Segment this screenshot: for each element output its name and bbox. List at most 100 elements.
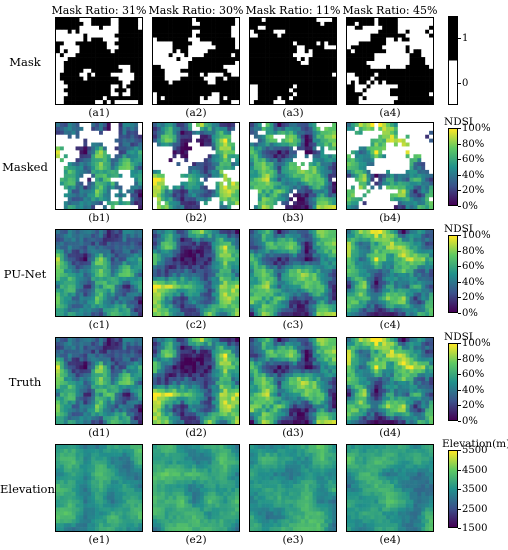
pixel — [374, 154, 379, 159]
pixel — [138, 169, 142, 175]
pixel — [261, 150, 266, 155]
pixel — [281, 84, 286, 89]
pixel — [347, 41, 352, 46]
pixel — [164, 177, 169, 182]
pixel — [118, 33, 123, 38]
pixel — [296, 92, 302, 97]
pixel — [176, 130, 181, 136]
pixel — [71, 245, 76, 250]
pixel — [261, 189, 266, 194]
pixel — [126, 269, 131, 274]
pixel — [425, 189, 430, 194]
pixel — [118, 53, 123, 58]
pixel — [393, 185, 399, 190]
pixel — [429, 21, 433, 27]
pixel — [366, 76, 371, 81]
pixel — [122, 29, 127, 34]
pixel — [59, 284, 65, 289]
pixel — [231, 249, 236, 254]
pixel — [180, 230, 185, 235]
pixel — [172, 292, 177, 297]
image-tile — [249, 17, 337, 105]
pixel — [417, 173, 422, 179]
pixel — [417, 41, 422, 46]
pixel — [63, 126, 69, 132]
pixel — [114, 284, 119, 289]
pixel — [138, 146, 142, 151]
pixel — [320, 18, 325, 23]
pixel — [91, 100, 96, 104]
pixel — [253, 181, 259, 186]
pixel — [184, 92, 189, 97]
pixel — [281, 154, 286, 159]
pixel — [188, 150, 193, 155]
pixel — [192, 197, 197, 202]
pixel — [253, 72, 259, 77]
pixel — [211, 185, 216, 190]
pixel — [164, 273, 169, 278]
pixel — [91, 80, 96, 85]
pixel — [300, 197, 306, 202]
pixel — [405, 138, 410, 143]
pixel — [235, 249, 239, 254]
pixel — [308, 197, 313, 202]
pixel — [138, 142, 142, 147]
pixel — [386, 88, 391, 93]
pixel — [269, 57, 274, 62]
pixel — [63, 37, 69, 42]
pixel — [63, 88, 69, 93]
pixel — [300, 21, 306, 27]
pixel — [293, 100, 298, 104]
pixel — [265, 61, 270, 66]
pixel — [114, 33, 119, 38]
pixel — [59, 76, 65, 81]
pixel — [160, 68, 166, 74]
pixel — [134, 150, 139, 155]
pixel — [130, 100, 135, 104]
pixel — [91, 253, 96, 258]
pixel — [382, 92, 387, 97]
pixel — [304, 177, 309, 182]
pixel — [265, 249, 270, 254]
pixel — [235, 33, 239, 38]
pixel — [390, 185, 395, 190]
pixel — [293, 88, 298, 93]
pixel — [316, 193, 321, 198]
pixel — [164, 146, 169, 151]
pixel — [370, 169, 375, 175]
pixel — [374, 53, 379, 58]
pixel — [219, 150, 224, 155]
pixel — [56, 158, 61, 163]
pixel — [134, 154, 139, 159]
pixel — [312, 241, 317, 246]
image-tile — [249, 229, 337, 317]
pixel — [91, 92, 96, 97]
pixel — [188, 45, 193, 50]
pixel — [320, 49, 325, 54]
pixel — [211, 169, 216, 175]
pixel — [328, 25, 333, 31]
pixel — [265, 92, 270, 97]
pixel — [156, 154, 162, 159]
pixel — [118, 162, 123, 167]
pixel — [250, 100, 255, 104]
pixel — [79, 142, 84, 147]
pixel — [156, 68, 162, 74]
pixel — [332, 21, 336, 27]
pixel — [409, 80, 414, 85]
pixel — [347, 197, 352, 202]
pixel — [118, 185, 123, 190]
pixel — [257, 37, 263, 42]
pixel — [397, 92, 403, 97]
pixel — [269, 154, 274, 159]
pixel — [126, 138, 131, 143]
pixel — [366, 177, 371, 182]
pixel — [160, 142, 166, 147]
pixel — [265, 123, 270, 128]
pixel — [215, 230, 220, 235]
pixel — [75, 154, 80, 159]
pixel — [347, 146, 352, 151]
pixel — [215, 241, 220, 246]
pixel — [110, 253, 115, 258]
pixel — [328, 166, 333, 171]
